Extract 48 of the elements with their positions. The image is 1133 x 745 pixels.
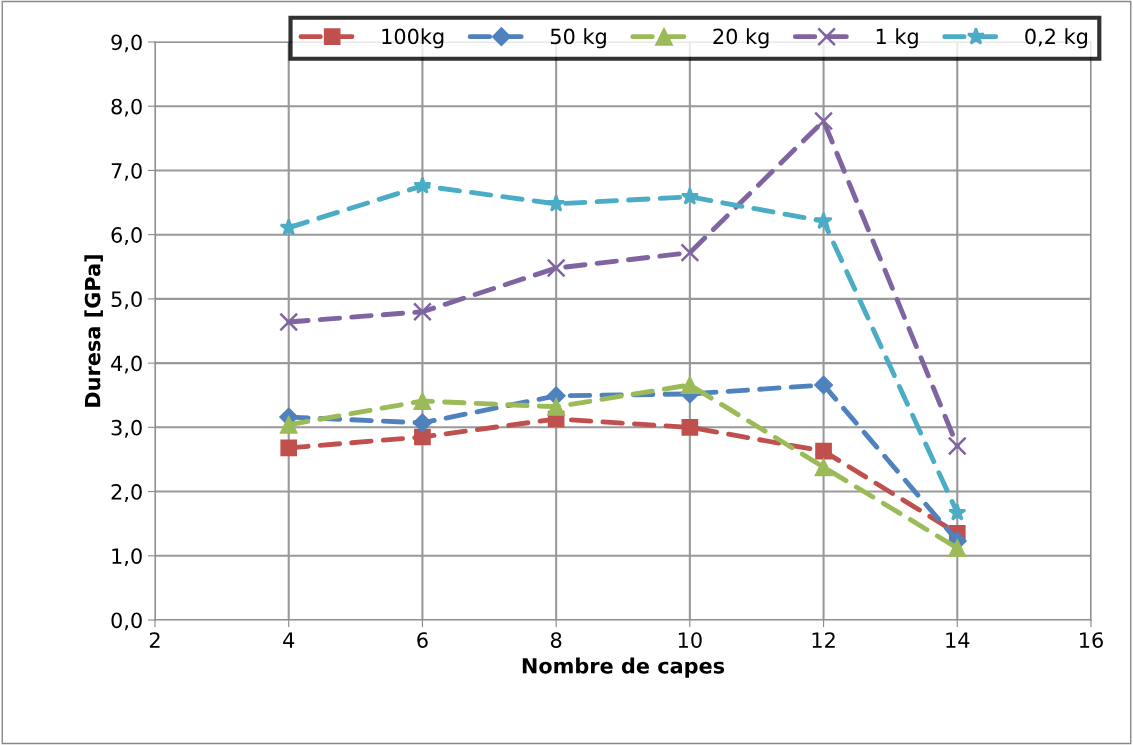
point [680,187,700,205]
legend-label: 1 kg [876,28,918,49]
point [413,176,432,194]
legend-label: 20 kg [713,28,769,49]
y-tick-label: 9,0 [111,34,142,53]
point [813,111,834,131]
x-tick-label: 16 [1080,632,1103,648]
point [947,436,967,456]
point [948,539,967,558]
legend-label: 50 kg [550,28,606,49]
x-tick-label: 6 [417,632,428,648]
x-tick-label: 2 [149,632,160,648]
point [814,375,834,395]
x-tick-label: 8 [550,632,562,648]
point [948,503,967,521]
point [546,194,566,212]
point [280,439,298,457]
y-tick-label: 4,0 [111,355,142,374]
x-tick-label: 4 [283,632,295,648]
point [547,397,566,416]
point [546,258,566,278]
y-tick-label: 6,0 [111,227,142,245]
x-tick-label: 12 [812,632,835,648]
legend-label: 0,2 kg [1025,28,1087,49]
point [412,413,432,433]
point [681,418,699,436]
x-tick-label: 10 [678,632,702,648]
x-axis-title: Nombre de capes [522,657,725,678]
point [279,312,299,332]
y-tick-label: 1,0 [112,548,142,567]
point [414,428,431,446]
point [814,211,833,230]
x-tick-label: 14 [946,632,970,648]
point [413,391,432,411]
point [412,302,433,322]
y-axis-title: Duresa [GPa] [84,255,103,407]
y-tick-label: 3,0 [111,419,142,438]
point [279,415,298,434]
y-tick-label: 2,0 [111,484,142,502]
point [680,243,700,263]
legend-label: 100kg [382,28,444,49]
point [815,442,832,460]
y-tick-label: 5,0 [111,291,142,310]
y-tick-label: 8,0 [111,98,142,117]
y-tick-label: 0,0 [111,612,142,631]
point [814,458,833,477]
y-tick-label: 7,0 [111,162,142,181]
point [680,375,699,394]
